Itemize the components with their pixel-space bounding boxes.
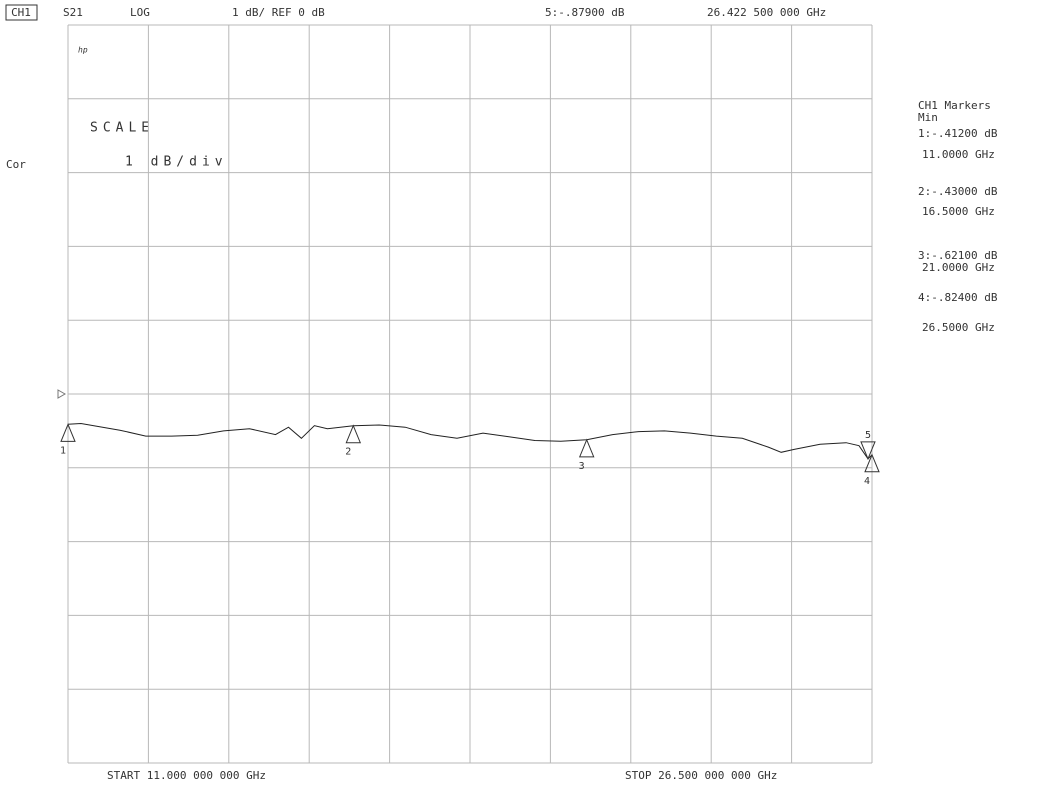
marker: [578, 438, 595, 458]
marker-readout: 1:-.41200 dB: [918, 127, 998, 140]
start-freq: START 11.000 000 000 GHz: [107, 769, 266, 782]
channel-box: [5, 4, 38, 21]
correction: Cor: [6, 158, 26, 171]
marker-readout-freq: 16.5000 GHz: [922, 205, 995, 218]
marker-readout-freq: 11.0000 GHz: [922, 148, 995, 161]
marker-readout: 2:-.43000 dB: [918, 185, 998, 198]
reference-marker: [57, 389, 67, 399]
stop-freq: STOP 26.500 000 000 GHz: [625, 769, 777, 782]
marker-readout: 4:-.82400 dB: [918, 291, 998, 304]
marker-readout-freq: 26.5000 GHz: [922, 321, 995, 334]
marker-number: 1: [60, 445, 66, 456]
scale-ref: 1 dB/ REF 0 dB: [232, 6, 325, 19]
scale-per-div: 1 dB/div: [125, 155, 228, 170]
logo: hp: [78, 46, 88, 55]
marker-number: 2: [345, 447, 351, 458]
marker: [60, 423, 76, 442]
marker: [345, 424, 362, 444]
scale-title: SCALE: [90, 121, 154, 136]
marker-title: CH1 Markers: [918, 99, 991, 112]
marker-number: 5: [865, 430, 871, 441]
marker: [860, 441, 876, 461]
marker-readout-freq: 21.0000 GHz: [922, 261, 995, 274]
active-marker-freq: 26.422 500 000 GHz: [707, 6, 826, 19]
channel: CH1: [11, 6, 31, 19]
active-marker-value: 5:-.87900 dB: [545, 6, 625, 19]
marker-number: 3: [579, 461, 585, 472]
marker-readout: 3:-.62100 dB: [918, 249, 998, 262]
marker-number: 4: [864, 476, 870, 487]
marker-mode: Min: [918, 111, 938, 124]
trace: [67, 422, 873, 460]
format: LOG: [130, 6, 150, 19]
parameter: S21: [63, 6, 83, 19]
marker: [864, 453, 880, 473]
